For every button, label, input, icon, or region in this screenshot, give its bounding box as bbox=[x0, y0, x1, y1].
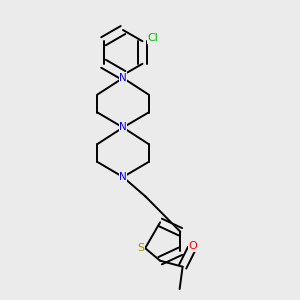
Text: N: N bbox=[119, 73, 127, 83]
Text: Cl: Cl bbox=[148, 33, 158, 43]
Text: N: N bbox=[119, 122, 127, 133]
Text: O: O bbox=[189, 241, 197, 251]
Text: N: N bbox=[119, 172, 127, 182]
Text: S: S bbox=[137, 243, 144, 253]
